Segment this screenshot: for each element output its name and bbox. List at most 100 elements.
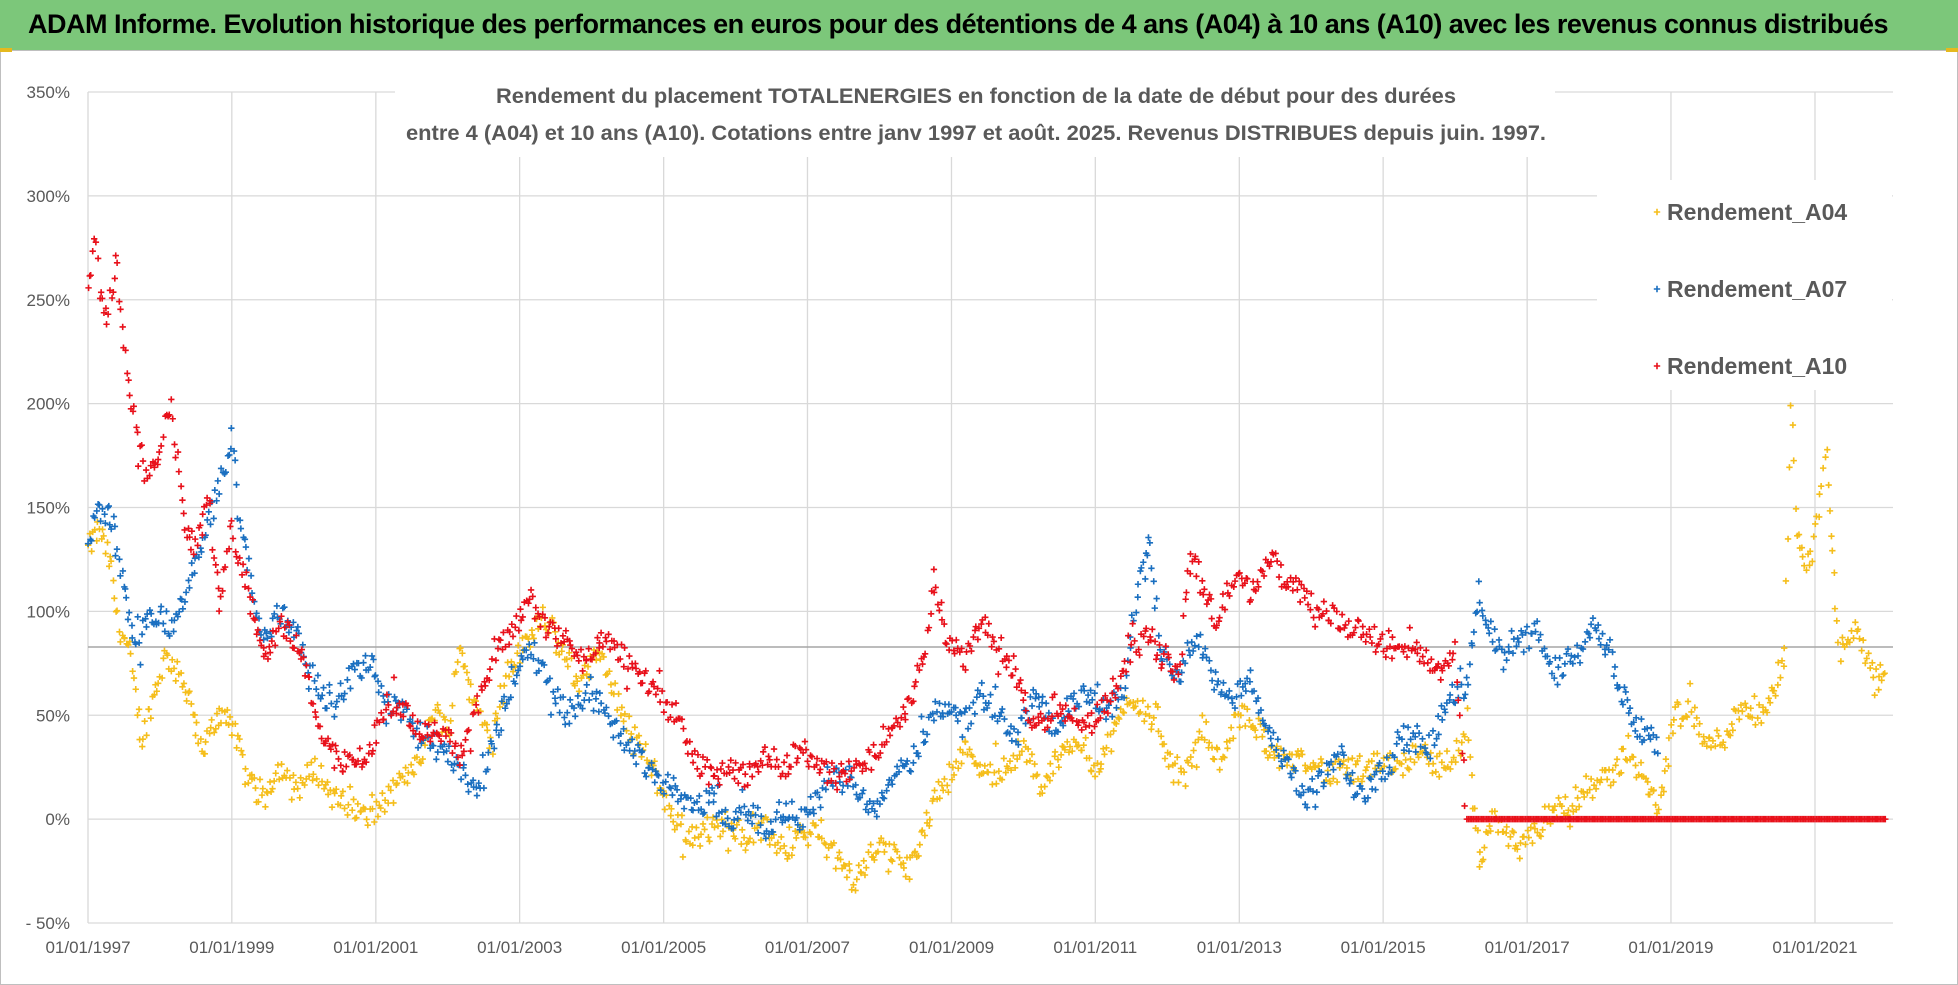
data-point <box>527 586 535 594</box>
data-point <box>310 771 317 778</box>
data-point <box>1464 705 1471 712</box>
data-point <box>1262 722 1269 729</box>
data-point <box>730 825 737 832</box>
data-point <box>802 746 810 753</box>
data-point <box>1327 758 1335 765</box>
data-point <box>1158 661 1166 668</box>
data-point <box>1251 726 1259 734</box>
data-point <box>1226 737 1233 744</box>
data-point <box>326 681 333 689</box>
data-point <box>1330 604 1338 612</box>
data-point <box>749 773 756 780</box>
data-point <box>238 747 245 754</box>
data-point <box>971 710 979 718</box>
data-point <box>936 607 943 614</box>
data-point <box>490 745 498 752</box>
data-point <box>1214 681 1221 688</box>
data-point <box>775 799 783 806</box>
data-point <box>1089 696 1096 703</box>
data-point <box>1513 643 1520 650</box>
data-point <box>374 813 382 820</box>
data-point <box>841 770 849 777</box>
data-point <box>860 857 867 864</box>
data-point <box>610 637 618 645</box>
data-point <box>1860 636 1867 644</box>
data-point <box>1610 672 1618 680</box>
data-point <box>1297 747 1305 755</box>
data-point <box>1523 623 1531 630</box>
data-point <box>701 763 709 771</box>
data-point <box>276 776 283 783</box>
data-point <box>630 752 637 759</box>
data-point <box>1048 713 1056 720</box>
data-point <box>1503 823 1510 831</box>
data-point <box>620 725 627 733</box>
data-point <box>143 732 150 739</box>
data-point <box>989 633 996 641</box>
data-point <box>1236 569 1243 577</box>
data-point <box>315 781 322 789</box>
data-point <box>883 738 890 746</box>
data-point <box>1569 802 1576 810</box>
data-point <box>1693 714 1700 722</box>
data-point <box>1088 768 1095 775</box>
data-point <box>970 633 977 641</box>
data-point <box>978 620 985 628</box>
data-point <box>116 628 123 636</box>
legend-label: Rendement_A07 <box>1667 276 1847 302</box>
data-point <box>335 755 342 763</box>
data-point <box>1837 658 1845 665</box>
data-point <box>808 753 816 760</box>
data-point <box>1145 534 1152 541</box>
data-point <box>1345 756 1352 763</box>
data-point <box>1407 736 1414 743</box>
data-point <box>949 764 957 771</box>
data-point <box>208 716 215 724</box>
data-point <box>1429 727 1437 734</box>
data-point <box>865 849 872 856</box>
data-point <box>1022 689 1029 697</box>
data-point <box>672 782 679 790</box>
data-point <box>117 306 124 313</box>
data-point <box>238 571 246 579</box>
data-point <box>1333 608 1340 615</box>
data-point <box>385 701 392 709</box>
data-point <box>1574 652 1582 660</box>
data-point <box>264 789 271 797</box>
data-point <box>484 766 491 773</box>
data-point <box>518 652 525 660</box>
data-point <box>758 813 765 820</box>
data-point <box>178 596 185 603</box>
data-point <box>378 709 385 717</box>
data-point <box>1196 728 1203 735</box>
data-point <box>558 648 565 655</box>
data-point <box>799 749 807 757</box>
data-point <box>701 809 708 816</box>
data-point <box>1587 621 1595 628</box>
data-point <box>494 645 502 652</box>
data-point <box>1078 726 1085 734</box>
data-point <box>103 321 110 328</box>
data-point <box>655 772 662 779</box>
data-point <box>1182 596 1189 603</box>
data-point <box>1087 687 1094 694</box>
data-point <box>1264 559 1271 567</box>
data-point <box>1060 714 1068 721</box>
data-point <box>128 622 136 629</box>
data-point <box>717 765 725 773</box>
data-point <box>649 678 657 686</box>
data-point <box>1229 699 1236 707</box>
data-point <box>1195 736 1202 743</box>
data-point <box>1368 639 1376 647</box>
data-point <box>668 701 676 708</box>
data-point <box>566 649 573 656</box>
data-point <box>757 836 765 844</box>
data-point <box>893 848 901 855</box>
data-point <box>1452 758 1459 766</box>
data-point <box>1343 775 1350 782</box>
data-point <box>907 768 915 775</box>
data-point <box>245 779 252 787</box>
data-point <box>512 624 519 631</box>
data-point <box>1560 810 1568 817</box>
data-point <box>571 682 579 689</box>
